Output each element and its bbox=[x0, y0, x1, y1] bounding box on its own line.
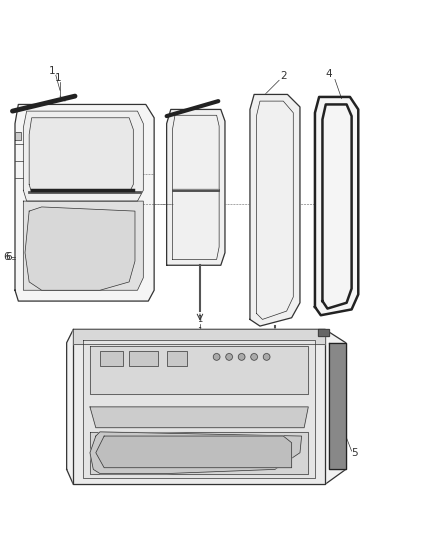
Polygon shape bbox=[90, 407, 308, 427]
Text: 6: 6 bbox=[4, 252, 10, 262]
Polygon shape bbox=[96, 436, 292, 468]
Polygon shape bbox=[250, 94, 300, 326]
Circle shape bbox=[238, 353, 245, 360]
Polygon shape bbox=[90, 346, 308, 394]
Polygon shape bbox=[25, 207, 135, 290]
Polygon shape bbox=[23, 201, 143, 290]
Polygon shape bbox=[318, 329, 329, 336]
Bar bbox=[129, 351, 158, 366]
Polygon shape bbox=[23, 111, 143, 201]
Polygon shape bbox=[315, 97, 358, 315]
Text: 1: 1 bbox=[198, 327, 203, 336]
Polygon shape bbox=[15, 104, 154, 301]
Polygon shape bbox=[73, 329, 325, 484]
Text: 1: 1 bbox=[198, 315, 203, 324]
Circle shape bbox=[213, 353, 220, 360]
Polygon shape bbox=[83, 340, 315, 478]
Text: 6: 6 bbox=[5, 252, 12, 262]
Text: 1: 1 bbox=[55, 73, 62, 83]
Circle shape bbox=[263, 353, 270, 360]
Circle shape bbox=[226, 353, 233, 360]
Text: 2: 2 bbox=[280, 71, 286, 81]
Polygon shape bbox=[15, 132, 21, 140]
Polygon shape bbox=[90, 432, 308, 473]
Text: 5: 5 bbox=[352, 448, 358, 458]
Polygon shape bbox=[29, 118, 133, 193]
Polygon shape bbox=[329, 343, 346, 470]
Text: 4: 4 bbox=[326, 69, 332, 78]
Bar bbox=[100, 351, 124, 366]
Polygon shape bbox=[166, 109, 225, 265]
Text: 1: 1 bbox=[48, 66, 55, 76]
Polygon shape bbox=[90, 432, 302, 473]
Text: 1: 1 bbox=[272, 386, 278, 395]
Bar bbox=[166, 351, 187, 366]
Polygon shape bbox=[67, 329, 346, 484]
Circle shape bbox=[251, 353, 258, 360]
Polygon shape bbox=[73, 329, 325, 344]
